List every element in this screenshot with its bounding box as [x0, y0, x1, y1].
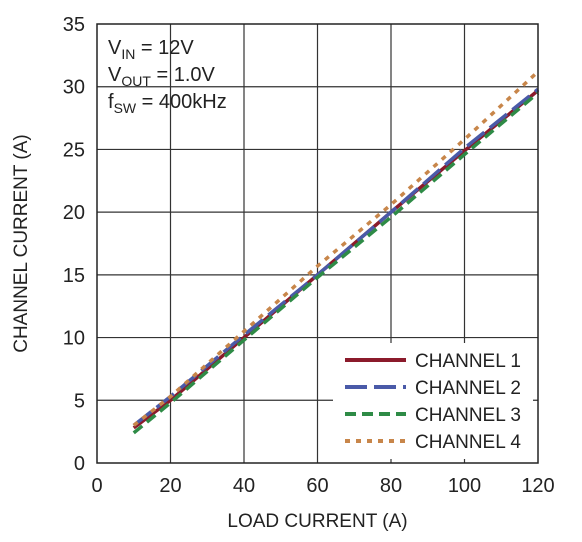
x-tick-label: 60: [306, 475, 328, 497]
series-lines: [132, 70, 540, 435]
tick-labels: 0 20 40 60 80 100 120 0 5 10 15 20 25 30 35: [63, 14, 555, 497]
legend-label: CHANNEL 3: [415, 405, 521, 426]
y-tick-label: 35: [63, 14, 85, 36]
legend-label: CHANNEL 4: [415, 432, 521, 453]
series-line-channel-4: [132, 70, 540, 427]
plot-frame: [96, 23, 539, 464]
x-tick-label: 0: [91, 475, 102, 497]
condition-line: VOUT = 1.0V: [108, 64, 216, 89]
y-tick-label: 25: [63, 139, 85, 161]
x-tick-label: 120: [521, 475, 554, 497]
series-line-channel-3: [132, 91, 540, 435]
y-tick-label: 0: [74, 453, 85, 475]
condition-line: VIN = 12V: [108, 37, 194, 62]
y-tick-label: 10: [63, 328, 85, 350]
y-axis-title: CHANNEL CURRENT (A): [11, 134, 32, 353]
legend-background: [333, 343, 533, 459]
y-tick-label: 30: [63, 77, 85, 99]
y-tick-label: 15: [63, 265, 85, 287]
y-tick-label: 5: [74, 390, 85, 412]
x-axis-title: LOAD CURRENT (A): [227, 511, 407, 532]
x-tick-label: 40: [233, 475, 255, 497]
x-tick-label: 100: [448, 475, 481, 497]
legend-label: CHANNEL 2: [415, 378, 521, 399]
x-tick-label: 20: [159, 475, 181, 497]
condition-line: fSW = 400kHz: [108, 91, 227, 116]
legend: CHANNEL 1 CHANNEL 2 CHANNEL 3 CHANNEL 4: [333, 343, 533, 459]
x-tick-label: 80: [380, 475, 402, 497]
y-tick-label: 20: [63, 202, 85, 224]
legend-label: CHANNEL 1: [415, 351, 521, 372]
